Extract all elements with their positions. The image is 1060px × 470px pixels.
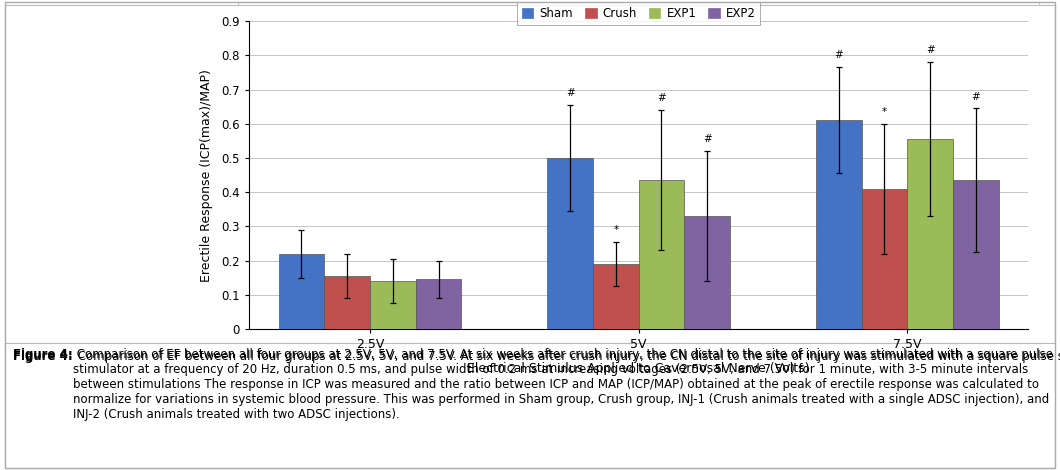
Bar <box>370 281 416 329</box>
Bar <box>862 189 907 329</box>
Bar <box>685 216 730 329</box>
Bar <box>593 264 638 329</box>
Text: *: * <box>614 225 618 235</box>
Y-axis label: Erectile Response (ICP(max)/MAP): Erectile Response (ICP(max)/MAP) <box>200 69 213 282</box>
Text: #: # <box>971 92 980 102</box>
Legend: Sham, Crush, EXP1, EXP2: Sham, Crush, EXP1, EXP2 <box>517 2 760 25</box>
Text: #: # <box>925 46 935 55</box>
Bar <box>907 139 953 329</box>
Text: *: * <box>882 107 887 117</box>
Bar <box>816 120 862 329</box>
Bar <box>547 158 593 329</box>
Bar <box>324 276 370 329</box>
Bar <box>638 180 685 329</box>
Text: Figure 4:: Figure 4: <box>13 350 72 363</box>
Text: Comparison of EF between all four groups at 2.5V, 5V, and 7.5V. At six weeks aft: Comparison of EF between all four groups… <box>73 348 1053 421</box>
Bar <box>416 279 461 329</box>
Text: Comparison of EF between all four groups at 2.5V, 5V, and 7.5V. At six weeks aft: Comparison of EF between all four groups… <box>74 350 1060 363</box>
Text: #: # <box>834 50 843 61</box>
Bar <box>953 180 999 329</box>
Text: #: # <box>703 134 711 144</box>
Text: Electrical Stimulus Applied to Cavernosal Nerve (Volts): Electrical Stimulus Applied to Cavernosa… <box>467 362 810 375</box>
Text: #: # <box>657 93 666 103</box>
Text: #: # <box>566 88 575 98</box>
Text: Figure 4:: Figure 4: <box>13 348 72 361</box>
Bar <box>279 254 324 329</box>
